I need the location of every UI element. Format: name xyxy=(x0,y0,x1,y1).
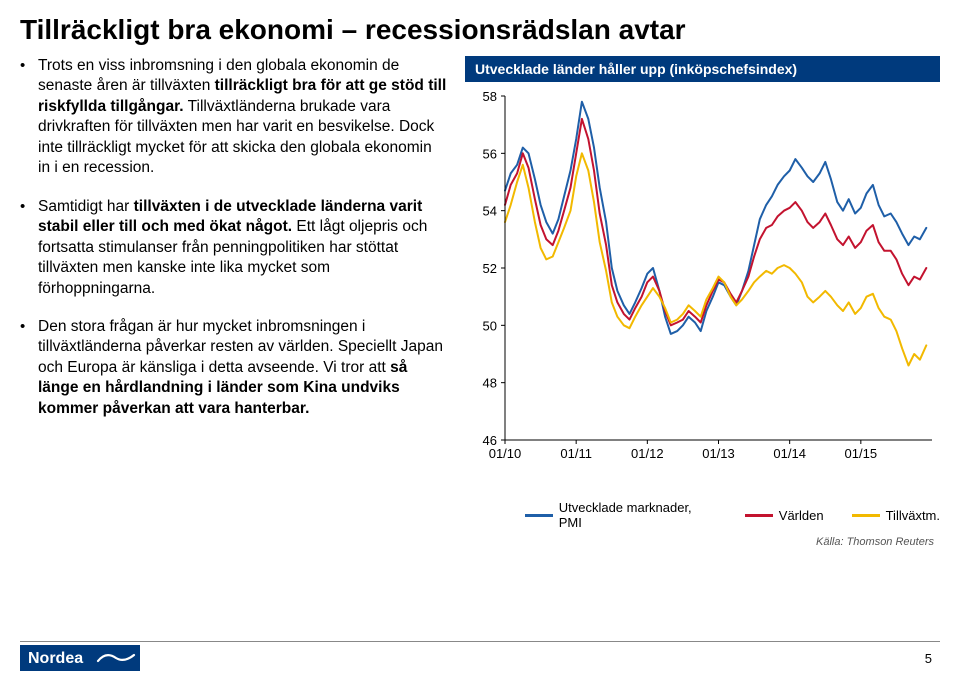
nordea-logo: Nordea xyxy=(20,645,140,676)
svg-text:01/14: 01/14 xyxy=(773,446,806,461)
legend-item: Tillväxtm. xyxy=(852,500,940,530)
bullet-list: Trots en viss inbromsning i den globala … xyxy=(20,56,447,419)
bullet-text: Samtidigt har xyxy=(38,198,134,215)
left-column: Trots en viss inbromsning i den globala … xyxy=(20,56,465,548)
logo-text: Nordea xyxy=(28,650,83,667)
svg-text:01/11: 01/11 xyxy=(560,446,592,461)
svg-text:01/13: 01/13 xyxy=(702,446,735,461)
legend-swatch xyxy=(852,514,880,517)
svg-text:01/10: 01/10 xyxy=(489,446,522,461)
content-row: Trots en viss inbromsning i den globala … xyxy=(0,56,960,548)
bullet-item: Samtidigt har tillväxten i de utvecklade… xyxy=(20,197,447,299)
svg-text:52: 52 xyxy=(483,261,497,276)
legend-swatch xyxy=(745,514,773,517)
chart-legend: Utvecklade marknader, PMI Världen Tillväxt… xyxy=(465,496,940,530)
legend-swatch xyxy=(525,514,553,517)
svg-text:54: 54 xyxy=(483,204,497,219)
svg-text:48: 48 xyxy=(483,376,497,391)
chart-title: Utvecklade länder håller upp (inköpschef… xyxy=(465,56,940,82)
legend-item: Världen xyxy=(745,500,824,530)
svg-text:50: 50 xyxy=(483,318,497,333)
legend-label: Tillväxtm. xyxy=(886,508,940,523)
chart-container: 4648505254565801/1001/1101/1201/1301/140… xyxy=(465,86,940,496)
page-title: Tillräckligt bra ekonomi – recessionsräd… xyxy=(0,0,960,56)
bullet-text: Den stora frågan är hur mycket inbromsni… xyxy=(38,318,443,376)
line-chart: 4648505254565801/1001/1101/1201/1301/140… xyxy=(465,86,940,466)
right-column: Utvecklade länder håller upp (inköpschef… xyxy=(465,56,940,548)
footer-divider xyxy=(20,641,940,642)
page-number: 5 xyxy=(925,651,932,666)
chart-source: Källa: Thomson Reuters xyxy=(465,530,940,548)
svg-text:58: 58 xyxy=(483,89,497,104)
bullet-item: Trots en viss inbromsning i den globala … xyxy=(20,56,447,179)
bullet-item: Den stora frågan är hur mycket inbromsni… xyxy=(20,317,447,419)
legend-label: Världen xyxy=(779,508,824,523)
svg-text:56: 56 xyxy=(483,146,497,161)
svg-text:01/12: 01/12 xyxy=(631,446,664,461)
svg-text:01/15: 01/15 xyxy=(845,446,878,461)
legend-label: Utvecklade marknader, PMI xyxy=(559,500,717,530)
legend-item: Utvecklade marknader, PMI xyxy=(525,500,717,530)
